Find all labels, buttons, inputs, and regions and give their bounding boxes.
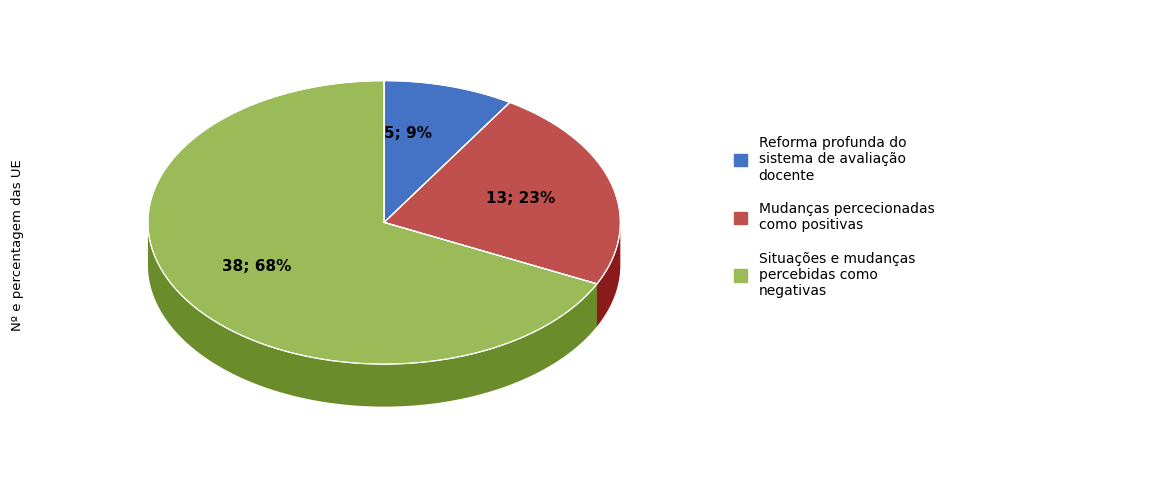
Legend: Reforma profunda do
sistema de avaliação
docente, Mudanças percecionadas
como po: Reforma profunda do sistema de avaliação…	[733, 136, 935, 298]
Polygon shape	[384, 81, 510, 222]
Text: 5; 9%: 5; 9%	[384, 126, 432, 141]
Text: 13; 23%: 13; 23%	[485, 191, 555, 206]
Polygon shape	[384, 222, 597, 326]
Polygon shape	[148, 81, 597, 364]
Polygon shape	[384, 222, 597, 326]
Polygon shape	[148, 222, 597, 407]
Text: Nº e percentagem das UE: Nº e percentagem das UE	[10, 159, 24, 331]
Polygon shape	[597, 222, 620, 326]
Polygon shape	[384, 102, 620, 284]
Text: 38; 68%: 38; 68%	[221, 259, 291, 273]
